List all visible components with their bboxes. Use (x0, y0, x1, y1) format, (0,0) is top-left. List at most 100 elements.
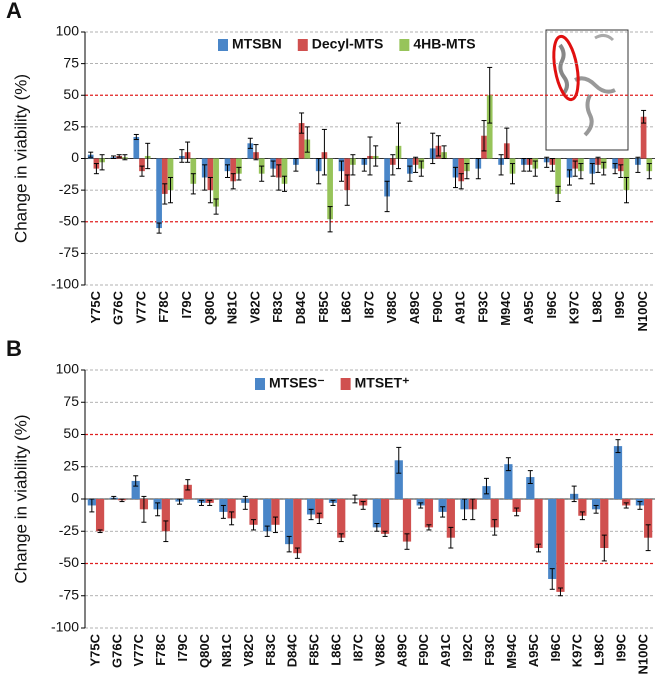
y-tick-label: 100 (56, 361, 80, 377)
bar (644, 499, 653, 538)
y-tick-label: 25 (63, 118, 79, 134)
x-tick-label: V77C (131, 633, 146, 666)
y-axis-title: Change in viability (%) (11, 74, 30, 243)
structure-inset (545, 29, 629, 151)
x-tick-label: K97C (567, 290, 582, 324)
x-tick-label: V82C (247, 290, 262, 323)
bar (306, 499, 316, 515)
legend-swatch (218, 39, 228, 51)
x-tick-label: F90C (430, 290, 445, 322)
bar (263, 499, 272, 532)
bar (526, 477, 535, 499)
bar (416, 499, 425, 506)
x-tick-label: F90C (416, 633, 431, 665)
bar (344, 158, 351, 191)
x-tick-label: V88C (384, 290, 399, 323)
bar (534, 499, 543, 549)
bar (161, 158, 168, 194)
bar (380, 499, 390, 534)
x-tick-label: L98C (589, 290, 604, 322)
bar (512, 499, 521, 512)
y-tick-label: -50 (59, 212, 79, 228)
x-tick-label: N81C (225, 290, 240, 324)
x-tick-label: G76C (109, 633, 124, 668)
bar (249, 499, 258, 525)
bar (207, 158, 214, 191)
x-tick-label: A95C (521, 290, 536, 324)
x-tick-label: I99C (614, 633, 629, 661)
y-tick-label: 50 (63, 425, 79, 441)
x-tick-label: F78C (153, 633, 168, 665)
x-tick-label: L86C (339, 290, 354, 322)
x-tick-label: M94C (498, 290, 513, 325)
bar (298, 123, 305, 159)
x-tick-label: Y75C (87, 633, 102, 666)
panel-label: B (6, 336, 22, 361)
x-tick-label: N81C (219, 633, 234, 667)
x-tick-label: D84C (285, 633, 300, 667)
x-tick-label: A91C (438, 633, 453, 667)
bar (490, 499, 499, 528)
y-tick-label: 100 (56, 23, 80, 39)
x-tick-label: I92C (460, 633, 475, 661)
y-axis-title: Change in viability (%) (11, 414, 30, 583)
bar (372, 499, 381, 528)
y-tick-label: -100 (51, 276, 79, 292)
x-tick-label: I79C (175, 633, 190, 661)
x-tick-label: M94C (504, 633, 519, 668)
bar (161, 499, 170, 532)
bar (394, 460, 403, 499)
bar (600, 499, 609, 549)
x-tick-label: I96C (544, 290, 559, 318)
x-tick-label: I87C (361, 290, 376, 318)
bar (446, 499, 455, 538)
legend-label: MTSET⁺ (355, 375, 410, 391)
bar (337, 499, 346, 538)
bar (458, 158, 465, 182)
x-tick-label: F85C (307, 633, 322, 665)
bar (591, 499, 601, 510)
y-tick-label: -25 (59, 181, 79, 197)
legend-label: MTSBN (232, 36, 282, 52)
x-tick-label: A89C (394, 633, 409, 667)
x-tick-label: N100C (635, 290, 650, 331)
x-tick-label: A89C (407, 290, 422, 324)
bar (139, 158, 145, 172)
y-tick-label: -25 (59, 522, 79, 538)
x-tick-label: F78C (156, 290, 171, 322)
x-tick-label: G76C (111, 290, 126, 325)
x-tick-label: I96C (548, 633, 563, 661)
bar (167, 158, 174, 191)
x-tick-label: K97C (570, 633, 585, 667)
x-tick-label: F85C (316, 290, 331, 322)
bar (438, 499, 447, 512)
bar (578, 499, 587, 516)
y-tick-label: 0 (71, 490, 79, 506)
x-tick-label: F93C (475, 290, 490, 322)
y-tick-label: -75 (59, 244, 79, 260)
x-tick-label: L98C (592, 633, 607, 665)
y-tick-label: -100 (51, 619, 79, 635)
bar (402, 499, 412, 542)
x-tick-label: V88C (372, 633, 387, 666)
x-tick-label: F83C (270, 290, 285, 322)
bar (281, 158, 288, 184)
x-tick-label: I79C (179, 290, 194, 318)
y-tick-label: 75 (63, 54, 79, 70)
bar (566, 158, 573, 178)
x-tick-label: F93C (482, 633, 497, 665)
legend-swatch (340, 378, 351, 390)
y-tick-label: 0 (71, 149, 79, 165)
x-tick-label: D84C (293, 290, 308, 324)
x-tick-label: Q80C (197, 633, 212, 668)
x-tick-label: N100C (635, 633, 650, 674)
bar (285, 499, 294, 545)
bar (640, 116, 647, 159)
bar (156, 158, 162, 229)
x-tick-label: I99C (612, 290, 627, 318)
y-tick-label: 75 (63, 393, 79, 409)
legend-swatch (297, 39, 308, 51)
bar (190, 158, 197, 184)
bar (613, 446, 623, 499)
